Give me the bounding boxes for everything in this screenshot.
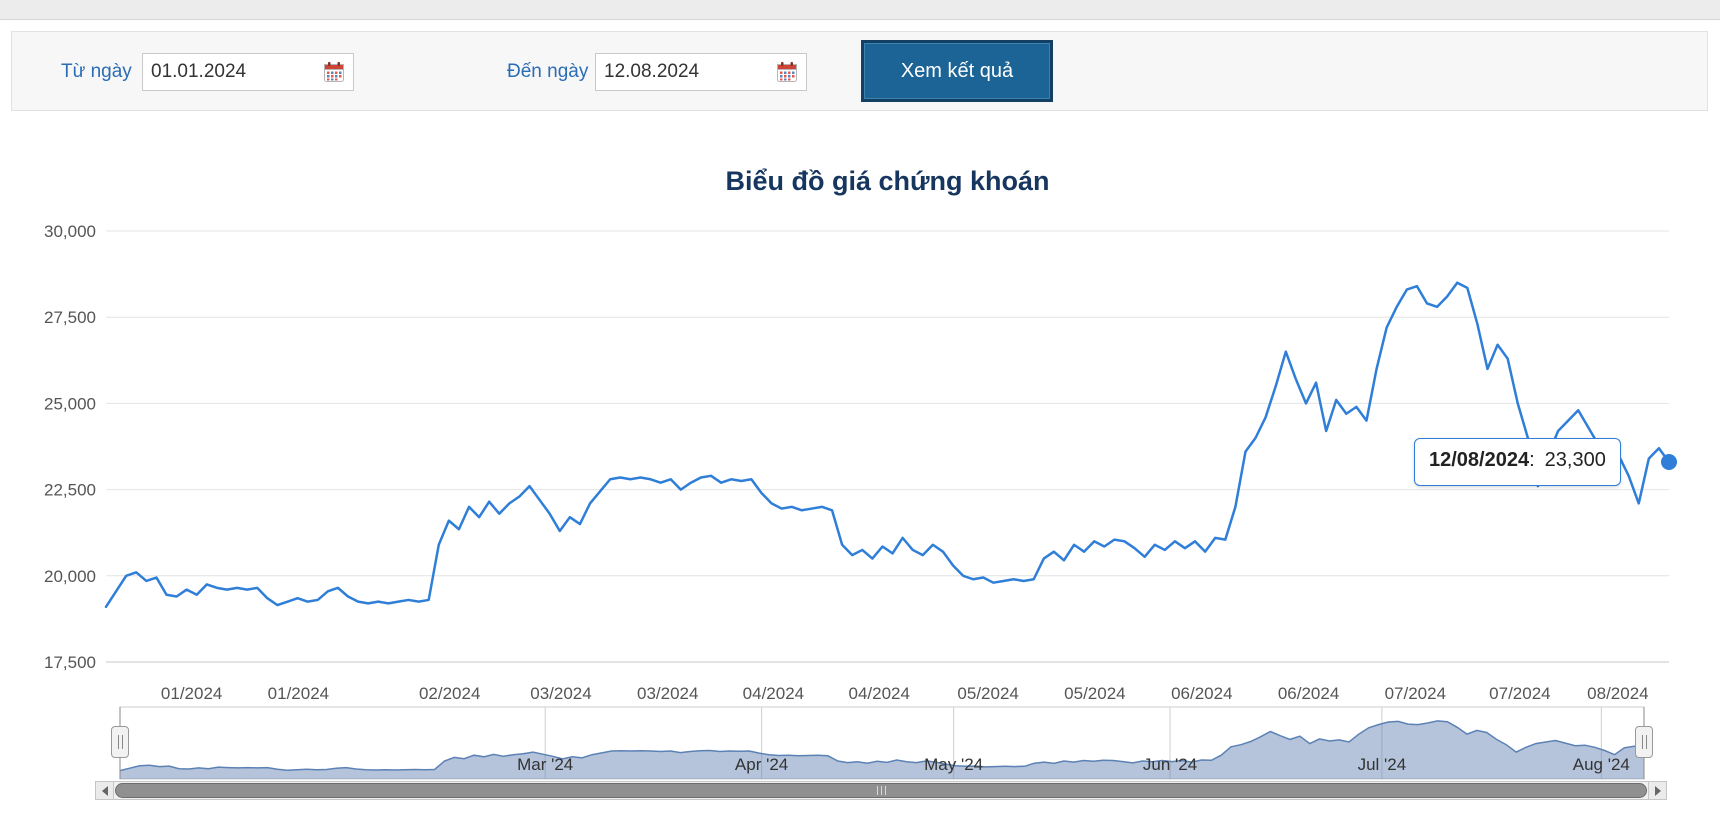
svg-text:Mar '24: Mar '24: [517, 755, 573, 774]
to-date-label: Đến ngày: [507, 61, 589, 82]
svg-text:Jun '24: Jun '24: [1143, 755, 1197, 774]
svg-text:17,500: 17,500: [44, 653, 96, 672]
calendar-icon[interactable]: [323, 61, 345, 83]
svg-text:04/2024: 04/2024: [848, 684, 909, 703]
svg-text:05/2024: 05/2024: [957, 684, 1018, 703]
top-strip: [0, 0, 1720, 20]
svg-text:Apr '24: Apr '24: [735, 755, 788, 774]
view-results-button[interactable]: Xem kết quả: [861, 40, 1053, 102]
tooltip-value: 23,300: [1544, 449, 1606, 471]
svg-text:22,500: 22,500: [44, 481, 96, 500]
scrollbar-thumb[interactable]: [115, 783, 1647, 798]
scrollbar-left-button[interactable]: [95, 781, 114, 800]
svg-text:06/2024: 06/2024: [1171, 684, 1232, 703]
svg-text:01/2024: 01/2024: [268, 684, 329, 703]
svg-text:07/2024: 07/2024: [1385, 684, 1446, 703]
chart-scrollbar: [95, 781, 1667, 800]
scrollbar-track[interactable]: [114, 781, 1648, 800]
svg-text:25,000: 25,000: [44, 394, 96, 413]
tooltip-date: 12/08/2024: [1429, 449, 1530, 471]
svg-text:20,000: 20,000: [44, 567, 96, 586]
chart-title: Biểu đồ giá chứng khoán: [725, 166, 1050, 196]
to-date-input[interactable]: 12.08.2024: [595, 53, 807, 91]
svg-text:27,500: 27,500: [44, 308, 96, 327]
chart-tooltip: 12/08/2024: 23,300: [1414, 438, 1621, 486]
svg-text:Aug '24: Aug '24: [1573, 755, 1630, 774]
scrollbar-left-arrow-icon: [101, 785, 108, 796]
filter-panel: Từ ngày 01.01.2024 Đến ngày 12.08.2024: [11, 31, 1708, 111]
scrollbar-grip-icon: [876, 786, 878, 795]
navigator-left-handle[interactable]: [111, 726, 129, 758]
from-date-label: Từ ngày: [61, 61, 132, 82]
tooltip-separator: :: [1529, 449, 1535, 471]
svg-text:08/2024: 08/2024: [1587, 684, 1648, 703]
svg-text:03/2024: 03/2024: [530, 684, 591, 703]
svg-text:May '24: May '24: [924, 755, 983, 774]
calendar-icon[interactable]: [776, 61, 798, 83]
to-date-value: 12.08.2024: [604, 61, 700, 82]
scrollbar-right-arrow-icon: [1654, 785, 1661, 796]
svg-text:01/2024: 01/2024: [161, 684, 222, 703]
svg-text:05/2024: 05/2024: [1064, 684, 1125, 703]
svg-text:Jul '24: Jul '24: [1358, 755, 1407, 774]
from-date-value: 01.01.2024: [151, 61, 247, 82]
svg-text:07/2024: 07/2024: [1489, 684, 1550, 703]
svg-text:02/2024: 02/2024: [419, 684, 480, 703]
svg-text:03/2024: 03/2024: [637, 684, 698, 703]
svg-text:06/2024: 06/2024: [1278, 684, 1339, 703]
from-date-input[interactable]: 01.01.2024: [142, 53, 354, 91]
svg-text:30,000: 30,000: [44, 222, 96, 241]
svg-text:04/2024: 04/2024: [743, 684, 804, 703]
scrollbar-right-button[interactable]: [1648, 781, 1667, 800]
navigator-right-handle[interactable]: [1635, 726, 1653, 758]
